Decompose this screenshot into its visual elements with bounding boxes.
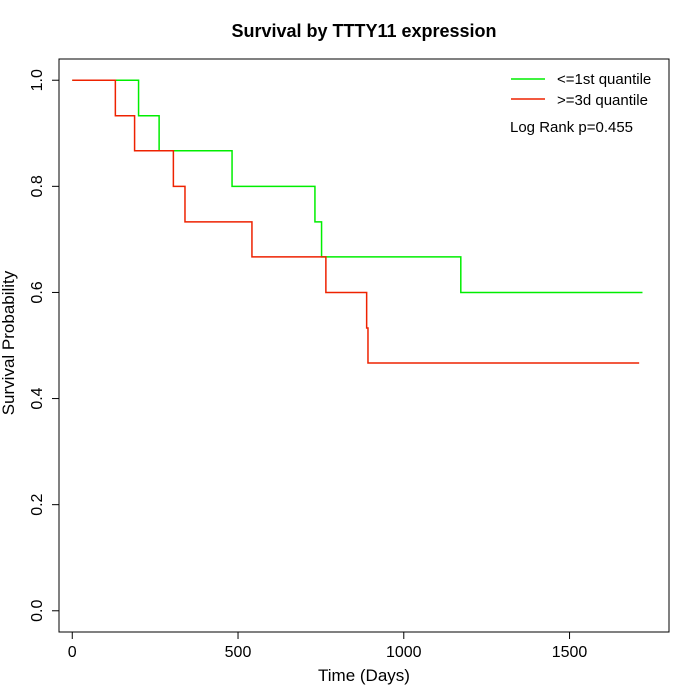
x-tick-label: 1500: [552, 644, 588, 661]
legend-label-low: <=1st quantile: [557, 71, 651, 88]
y-axis-label: Survival Probability: [0, 270, 18, 415]
x-tick-label: 1000: [386, 644, 422, 661]
survival-curve-low: [72, 79, 643, 294]
x-tick-label: 500: [225, 644, 252, 661]
plot-frame: [58, 58, 670, 633]
y-tick-label: 0.6: [29, 281, 46, 303]
logrank-annotation: Log Rank p=0.455: [510, 119, 633, 136]
legend: <=1st quantile >=3d quantile: [511, 71, 651, 109]
y-tick-label: 1.0: [29, 69, 46, 91]
legend-label-high: >=3d quantile: [557, 92, 648, 109]
survival-curve-high: [72, 79, 640, 364]
y-tick-label: 0.4: [29, 387, 46, 409]
y-axis: 0.0 0.2 0.4 0.6 0.8 1.0: [29, 69, 60, 622]
series-layer: [72, 79, 643, 364]
chart-title: Survival by TTTY11 expression: [231, 21, 496, 41]
x-tick-label: 0: [68, 644, 77, 661]
y-tick-label: 0.2: [29, 493, 46, 515]
y-tick-label: 0.8: [29, 175, 46, 197]
y-tick-label: 0.0: [29, 600, 46, 622]
x-axis-label: Time (Days): [318, 666, 410, 685]
x-axis: 0 500 1000 1500: [68, 631, 588, 661]
